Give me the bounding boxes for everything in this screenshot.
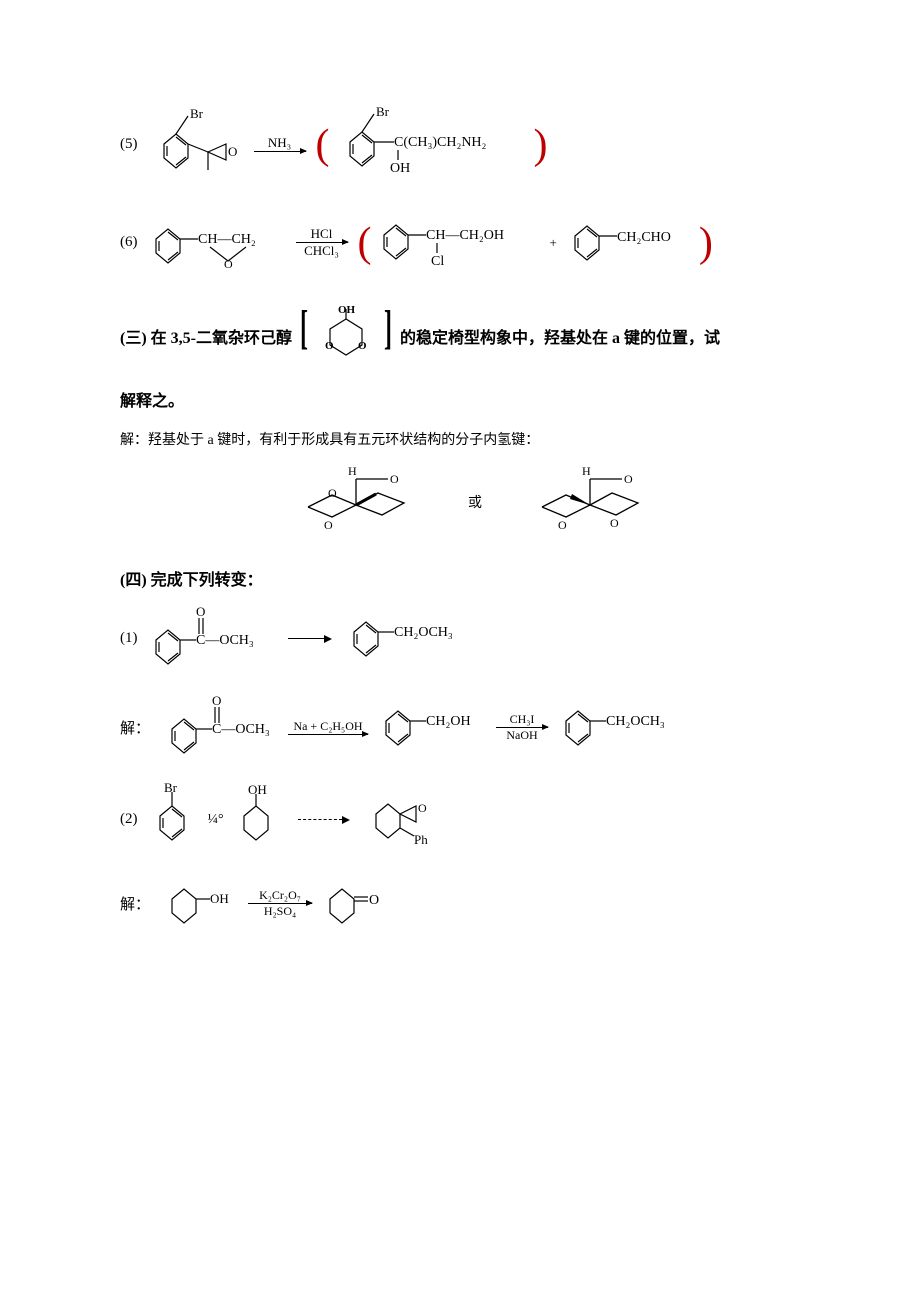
open-paren: ( xyxy=(314,124,332,166)
q5-arrow: NH₃ xyxy=(254,136,306,153)
svg-text:O: O xyxy=(328,486,337,500)
q4-2-sol: 解： OH K₂Cr₂O₇ H₂SO₄ O xyxy=(120,877,830,930)
q4-2: (2) Br ¼° OH xyxy=(120,782,830,857)
svg-text:CH₂CHO: CH₂CHO xyxy=(617,230,671,245)
q6-product-1: CH—CH₂OH Cl xyxy=(374,209,542,276)
q6-product-2: CH₂CHO xyxy=(565,219,697,266)
svg-text:C—OCH₃: C—OCH₃ xyxy=(212,722,270,737)
q4-2-int: O xyxy=(320,877,392,930)
chair-1: H O O O xyxy=(288,459,428,544)
problem-5: (5) Br O NH₃ ( xyxy=(120,100,830,189)
q4-1-final: CH₂OCH₃ xyxy=(556,703,682,752)
svg-text:Br: Br xyxy=(164,782,178,795)
q4-2-r-top: K₂Cr₂O₇ xyxy=(259,889,301,902)
svg-text:Cl: Cl xyxy=(431,254,444,269)
q4-1-int: CH₂OH xyxy=(376,703,488,752)
svg-text:OH: OH xyxy=(338,305,356,316)
q4-1-sm: O C—OCH₃ xyxy=(146,604,276,673)
sec3-structure: OH O O xyxy=(316,305,376,374)
close-bracket: ] xyxy=(384,304,392,352)
q4-2-arrow1: K₂Cr₂O₇ H₂SO₄ xyxy=(248,889,312,918)
svg-text:O: O xyxy=(358,340,367,352)
svg-text:C—OCH₃: C—OCH₃ xyxy=(196,633,254,648)
problem-6: (6) CH—CH₂ O HCl CHCl₃ ( xyxy=(120,209,830,276)
or-label: 或 xyxy=(468,492,482,512)
svg-text:CH—CH₂OH: CH—CH₂OH xyxy=(426,228,504,243)
svg-text:O: O xyxy=(224,257,233,269)
svg-text:O: O xyxy=(325,340,334,352)
plus-sign: + xyxy=(550,235,557,251)
q4-2-sol-sm: OH xyxy=(162,877,240,930)
open-bracket: [ xyxy=(300,304,308,352)
section-3-heading: (三) 在 3,5-二氧杂环己醇 [ OH O O ] 的稳定椅型构象中，羟基处… xyxy=(120,304,830,374)
svg-text:CH₂OCH₃: CH₂OCH₃ xyxy=(606,714,665,729)
close-paren: ) xyxy=(532,124,550,166)
svg-text:O: O xyxy=(558,518,567,532)
svg-text:O: O xyxy=(610,516,619,530)
q4-1-r2-top: CH₃I xyxy=(510,713,535,726)
svg-text:OH: OH xyxy=(210,891,229,906)
svg-text:CH₂OH: CH₂OH xyxy=(426,714,471,729)
q5-reagent: NH₃ xyxy=(268,136,291,150)
svg-text:OH: OH xyxy=(390,161,410,176)
close-paren: ) xyxy=(697,222,715,264)
q6-starting-material: CH—CH₂ O xyxy=(146,211,288,274)
problem-num: (5) xyxy=(120,136,138,153)
svg-text:O: O xyxy=(228,144,237,159)
q4-1: (1) O C—OCH₃ xyxy=(120,604,830,673)
svg-text:O: O xyxy=(624,472,633,486)
svg-text:Br: Br xyxy=(376,104,390,119)
svg-text:O: O xyxy=(212,693,221,708)
q6-reagent-top: HCl xyxy=(311,227,333,241)
solid-arrow xyxy=(288,635,332,643)
svg-text:CH—CH₂: CH—CH₂ xyxy=(198,232,256,247)
svg-text:C(CH₃)CH₂NH₂: C(CH₃)CH₂NH₂ xyxy=(394,135,487,150)
svg-text:O: O xyxy=(418,801,427,815)
svg-text:OH: OH xyxy=(248,782,267,797)
q4-2-r-bot: H₂SO₄ xyxy=(264,905,296,918)
q4-1-r2-bot: NaOH xyxy=(506,729,537,742)
q4-1-sol: 解： O C—OCH₃ Na + C₂H₅OH xyxy=(120,693,830,762)
q4-1-r1: Na + C₂H₅OH xyxy=(293,720,362,733)
problem-num: (1) xyxy=(120,630,138,647)
q4-2-sm2: OH xyxy=(230,782,286,857)
sec3-answer-text: 解：羟基处于 a 键时，有利于形成具有五元环状结构的分子内氢键： xyxy=(120,429,830,449)
open-paren: ( xyxy=(356,222,374,264)
svg-text:H: H xyxy=(348,464,357,478)
yu-label: ¼° xyxy=(208,812,224,828)
q4-1-arrow1: Na + C₂H₅OH xyxy=(288,720,368,736)
q5-product: Br C(CH₃)CH₂NH₂ OH xyxy=(332,100,532,189)
svg-text:O: O xyxy=(324,518,333,532)
q4-1-arrow2: CH₃I NaOH xyxy=(496,713,548,742)
dash-arrow xyxy=(298,816,350,824)
svg-text:H: H xyxy=(582,464,591,478)
sec3-explain-label: 解释之。 xyxy=(120,384,830,419)
problem-num: (2) xyxy=(120,811,138,828)
svg-text:CH₂OCH₃: CH₂OCH₃ xyxy=(394,625,453,640)
sec3-chair-row: H O O O 或 H O O O xyxy=(120,459,830,544)
svg-text:O: O xyxy=(369,893,379,908)
section-4-heading: (四) 完成下列转变： xyxy=(120,566,830,590)
sol-label: 解： xyxy=(120,893,150,914)
q5-starting-material: Br O xyxy=(146,104,246,185)
q4-2-sm1: Br xyxy=(146,782,202,857)
q6-reagent-bot: CHCl₃ xyxy=(304,244,339,258)
svg-text:Ph: Ph xyxy=(414,832,428,847)
svg-text:Br: Br xyxy=(190,106,204,121)
q6-arrow: HCl CHCl₃ xyxy=(296,227,348,259)
svg-text:O: O xyxy=(390,472,399,486)
sec3-title-post: 的稳定椅型构象中，羟基处在 a 键的位置，试 xyxy=(400,330,720,347)
q4-1-prod: CH₂OCH₃ xyxy=(344,614,474,663)
q4-1-sol-sm: O C—OCH₃ xyxy=(162,693,280,762)
page-root: (5) Br O NH₃ ( xyxy=(0,0,920,1000)
q4-2-prod: O Ph xyxy=(362,782,444,857)
svg-text:O: O xyxy=(196,604,205,619)
problem-num: (6) xyxy=(120,234,138,251)
sol-label: 解： xyxy=(120,717,150,738)
sec3-title-pre: (三) 在 3,5-二氧杂环己醇 xyxy=(120,330,292,347)
chair-2: H O O O xyxy=(522,459,662,544)
